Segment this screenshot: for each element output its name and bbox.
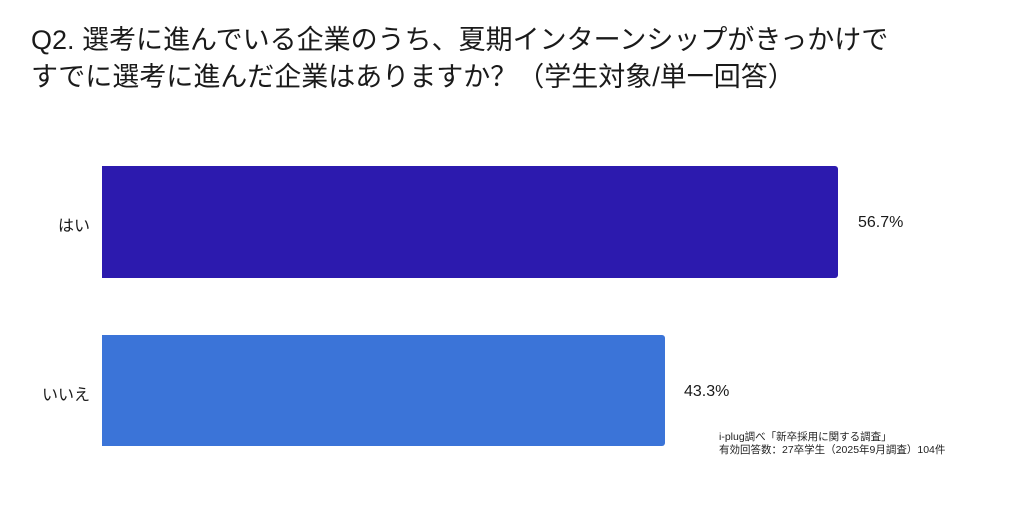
chart-title-line-2: すでに選考に進んだ企業はありますか？（学生対象/単一回答）: [31, 62, 795, 92]
category-label-yes: はい: [57, 218, 90, 235]
bar-yes: [102, 166, 838, 278]
chart-title: Q2. 選考に進んでいる企業のうち、夏期インターンシップがきっかけで すでに選考…: [31, 22, 888, 96]
bar-row-no: いいえ 43.3%: [0, 335, 1024, 446]
bar-no: [102, 335, 665, 446]
value-label-yes: 56.7%: [858, 214, 904, 231]
value-label-no: 43.3%: [684, 383, 730, 400]
category-label-no: いいえ: [41, 387, 90, 404]
source-line-2: 有効回答数：27卒学生（2025年9月調査）104件: [719, 444, 946, 456]
source-line-1: i-plug調べ「新卒採用に関する調査」: [719, 431, 892, 443]
chart-title-line-1: Q2. 選考に進んでいる企業のうち、夏期インターンシップがきっかけで: [31, 25, 889, 55]
bar-row-yes: はい 56.7%: [0, 166, 1024, 278]
source-note: i-plug調べ「新卒採用に関する調査」 有効回答数：27卒学生（2025年9月…: [719, 431, 945, 457]
